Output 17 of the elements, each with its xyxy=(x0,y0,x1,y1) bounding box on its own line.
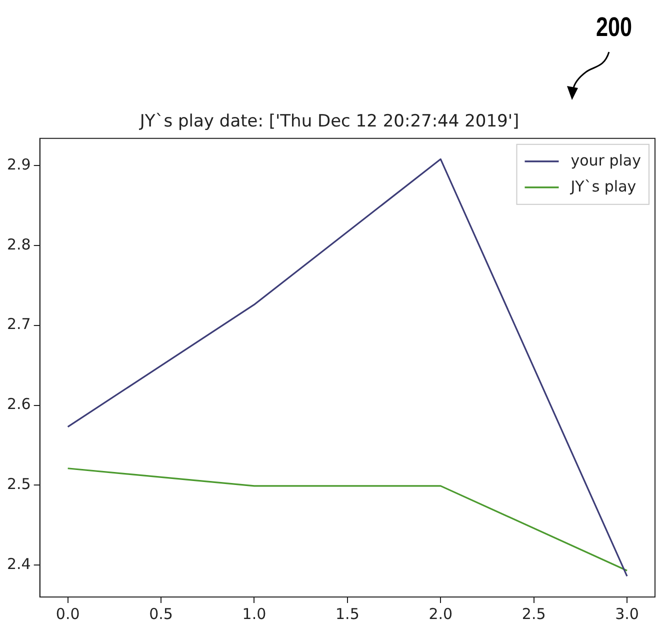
x-tick-label: 0.0 xyxy=(56,604,80,623)
y-tick-label: 2.8 xyxy=(6,235,31,254)
x-tick-label: 1.5 xyxy=(336,604,360,623)
y-tick-label: 2.4 xyxy=(6,554,31,573)
y-tick-label: 2.7 xyxy=(6,315,31,334)
chart-title: JY`s play date: ['Thu Dec 12 20:27:44 2019'] xyxy=(138,112,520,132)
y-tick-label: 2.9 xyxy=(6,155,31,174)
x-tick-label: 0.5 xyxy=(149,604,173,623)
x-tick-label: 1.0 xyxy=(242,604,266,623)
text: 200 xyxy=(596,12,632,43)
legend-label: JY`s play xyxy=(570,177,636,196)
x-tick-label: 2.5 xyxy=(522,604,546,623)
legend-label: your play xyxy=(570,151,642,170)
y-tick-label: 2.6 xyxy=(6,395,31,414)
y-tick-label: 2.5 xyxy=(6,475,31,494)
x-tick-label: 3.0 xyxy=(615,604,639,623)
x-tick-label: 2.0 xyxy=(428,604,453,623)
